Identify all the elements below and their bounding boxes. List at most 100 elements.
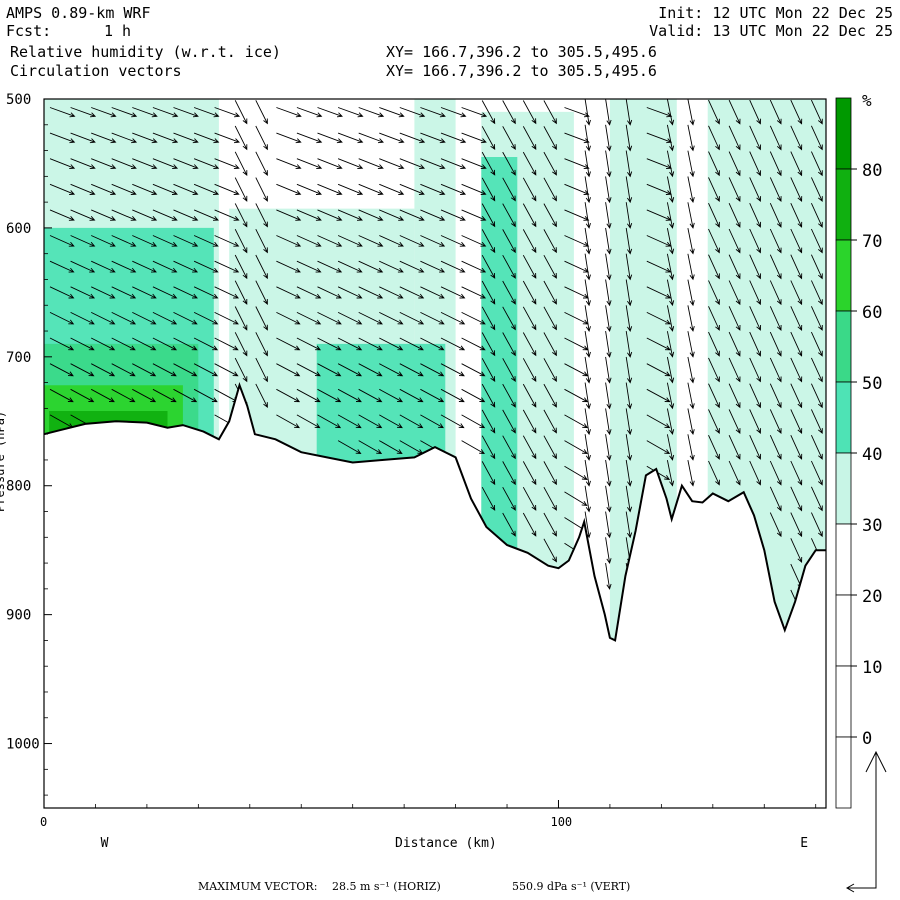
wind-vector: [543, 358, 557, 382]
wind-vector: [132, 183, 158, 195]
wind-vector: [255, 306, 268, 331]
wind-vector: [728, 203, 741, 228]
wind-vector: [440, 235, 466, 247]
wind-vector: [769, 99, 782, 125]
wind-vector: [769, 435, 782, 460]
wind-vector: [769, 177, 782, 203]
wind-vector: [769, 280, 782, 306]
wind-vector: [749, 203, 762, 228]
wind-vector: [358, 311, 383, 325]
wind-vector: [687, 434, 695, 461]
wind-vector: [420, 158, 446, 170]
wind-vector: [790, 151, 803, 177]
wind-vector: [708, 254, 720, 280]
wind-vector: [646, 311, 672, 325]
wind-vector: [111, 107, 138, 118]
wind-vector: [111, 235, 137, 247]
reference-vector-icon: [845, 750, 887, 893]
wind-vector: [810, 203, 823, 228]
wind-vector: [399, 183, 425, 195]
wind-vector: [234, 151, 248, 177]
wind-vector: [749, 331, 762, 357]
wind-vector: [708, 151, 720, 177]
wind-vector: [605, 563, 612, 590]
wind-vector: [420, 107, 446, 118]
wind-vector: [49, 363, 74, 377]
wind-vector: [420, 286, 445, 299]
wind-vector: [337, 286, 363, 299]
wind-vector: [769, 331, 782, 357]
wind-vector: [687, 460, 695, 487]
wind-vector: [255, 383, 268, 409]
wind-vector: [502, 383, 516, 408]
wind-vector: [440, 337, 466, 351]
wind-vector: [296, 132, 323, 144]
wind-vector: [193, 209, 219, 221]
wind-vector: [605, 485, 612, 513]
wind-vector: [296, 337, 322, 351]
wind-vector: [214, 286, 240, 299]
wind-vector: [481, 383, 496, 408]
wind-vector: [276, 107, 302, 118]
wind-vector: [625, 176, 633, 204]
wind-vector: [358, 107, 385, 118]
wind-vector: [337, 363, 362, 377]
colorbar-segment: [835, 665, 852, 738]
wind-vector: [234, 228, 248, 254]
wind-vector: [687, 279, 695, 307]
wind-vector: [70, 107, 97, 118]
wind-vector: [481, 203, 496, 228]
wind-vector: [461, 158, 487, 170]
wind-vector: [193, 311, 219, 325]
wind-vector: [625, 408, 633, 436]
wind-vector: [399, 235, 425, 247]
wind-vector: [769, 151, 782, 177]
wind-vector: [543, 280, 557, 305]
wind-vector: [173, 286, 198, 299]
wind-vector: [70, 260, 96, 273]
plot-frame: [43, 98, 827, 809]
wind-vector: [481, 126, 496, 151]
wind-vector: [625, 279, 633, 307]
wind-vector: [522, 126, 537, 151]
colorbar-segment: [835, 168, 852, 241]
wind-vector: [90, 363, 116, 377]
wind-vector: [769, 486, 782, 512]
wind-vector: [502, 435, 516, 460]
wind-vector: [132, 209, 158, 221]
wind-vector: [687, 382, 695, 410]
wind-vector: [522, 280, 537, 305]
wind-vector: [91, 311, 116, 325]
wind-vector: [687, 253, 695, 281]
wind-vector: [317, 158, 343, 170]
wind-vector: [132, 107, 158, 118]
wind-vector: [276, 158, 302, 170]
wind-vector: [420, 209, 446, 221]
wind-vector: [111, 158, 137, 170]
wind-vector: [461, 311, 486, 325]
wind-vector: [522, 512, 537, 537]
wind-vector: [584, 356, 591, 384]
wind-vector: [255, 228, 268, 254]
wind-vector: [152, 183, 178, 195]
wind-vector: [461, 132, 487, 144]
wind-vector: [728, 125, 741, 151]
wind-vector: [810, 254, 823, 280]
wind-vector: [440, 209, 466, 221]
wind-vector: [543, 126, 557, 150]
wind-vector: [481, 229, 496, 254]
wind-vector: [49, 311, 75, 325]
wind-vector: [255, 254, 268, 280]
wind-vector: [646, 337, 671, 351]
y-tick-label: 700: [6, 350, 31, 366]
wind-vector: [111, 388, 136, 403]
colorbar-label: 0: [862, 729, 872, 749]
wind-vector: [193, 388, 218, 403]
wind-vector: [296, 311, 322, 325]
wind-vector: [379, 286, 404, 299]
wind-vector: [502, 229, 516, 254]
wind-vector: [502, 151, 516, 176]
wind-vector: [769, 409, 782, 435]
wind-vector: [337, 158, 364, 170]
y-tick-label: 500: [6, 92, 31, 108]
